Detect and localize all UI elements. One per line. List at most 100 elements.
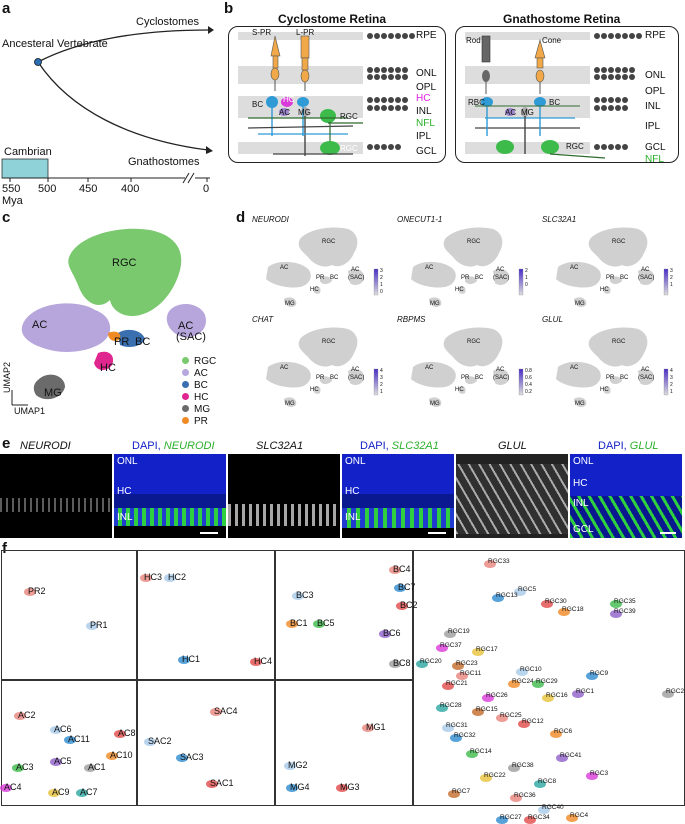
panel-label-b: b xyxy=(224,0,234,17)
cluster-label-ac: AC7 xyxy=(80,787,98,797)
cluster-label-ac: AC6 xyxy=(54,724,72,734)
mini-label-hc: HC xyxy=(455,287,464,293)
cluster-legend: RGC AC BC HC MG PR xyxy=(182,356,216,428)
cambrian-period-box xyxy=(1,158,49,179)
cluster-blob xyxy=(516,668,528,676)
hc-label-3: HC xyxy=(573,478,588,489)
cluster-blob xyxy=(480,774,492,782)
mini-label-ac: AC xyxy=(280,365,289,371)
legend-label: HC xyxy=(194,392,209,403)
title-dapi-neurod1: DAPI, NEURODI xyxy=(132,440,215,452)
cluster-label-rgc: RGC18 xyxy=(562,606,584,613)
gene-name: NEURODI xyxy=(252,215,289,224)
cluster-label-rgc: RGC25 xyxy=(500,712,522,719)
cluster-label-rgc: RGC39 xyxy=(614,608,636,615)
cluster-label-rgc: RGC31 xyxy=(446,722,468,729)
scale-tick: 2 xyxy=(525,268,528,274)
cluster-blob xyxy=(106,752,118,760)
cluster-blob xyxy=(313,620,325,628)
scale-tick: 3 xyxy=(380,268,383,274)
gnatho-layer-nfl: NFL xyxy=(645,154,664,165)
gnatho-ac-label: AC xyxy=(505,108,517,117)
cluster-blob xyxy=(532,680,544,688)
cluster-blob xyxy=(140,574,152,582)
inl-label-1: INL xyxy=(117,512,133,523)
title-glul: GLUL xyxy=(498,440,527,452)
fish-dapi-slc32a1: ONL HC INL xyxy=(342,454,454,538)
cluster-blob xyxy=(389,566,401,574)
cluster-blob xyxy=(362,724,374,732)
cluster-label-ac: AC10 xyxy=(110,750,133,760)
fish-neurod1 xyxy=(0,454,112,538)
rbc-label: RBC xyxy=(468,98,485,107)
gnatho-layer-inl: INL xyxy=(645,101,661,112)
mini-label-ac: AC xyxy=(425,265,434,271)
gnatho-layer-gcl: GCL xyxy=(645,142,666,153)
cluster-blob xyxy=(442,682,454,690)
gene-name: SLC32A1 xyxy=(542,215,577,224)
panel-label-c: c xyxy=(2,209,11,226)
hc-label-2: HC xyxy=(345,486,360,497)
cluster-blob xyxy=(452,662,464,670)
mini-label-pr: PR xyxy=(461,275,470,281)
mini-label-acsac1: AC xyxy=(351,367,360,373)
gene-name: ONECUT1-1 xyxy=(397,215,443,224)
mini-umap xyxy=(556,327,669,407)
mini-label-mg: MG xyxy=(285,401,295,407)
legend-label: PR xyxy=(194,416,208,427)
panel-label-e: e xyxy=(2,435,11,452)
cluster-label-bc: BC5 xyxy=(317,618,335,628)
cluster-blob xyxy=(436,704,448,712)
cluster-blob xyxy=(114,730,126,738)
cyclostome-retina-schematic xyxy=(238,32,415,156)
cluster-blob xyxy=(48,789,60,797)
cluster-blob xyxy=(662,690,674,698)
cluster-blob xyxy=(389,660,401,668)
cluster-blob xyxy=(24,588,36,596)
cluster-label-rgc: RGC4 xyxy=(570,812,589,819)
scale-bar xyxy=(200,532,218,534)
cluster-label-ac: AC1 xyxy=(88,762,106,772)
cluster-label-rgc: RGC38 xyxy=(512,762,534,769)
scale-tick: 2 xyxy=(380,382,383,388)
feature-plot-3: CHAT RGC AC PR BC HC MG AC (SAC) 4 3 2 1 xyxy=(250,315,390,413)
onl-label-2: ONL xyxy=(345,456,366,467)
cluster-blob xyxy=(510,794,522,802)
mini-label-ac: AC xyxy=(570,265,579,271)
cluster-label-rgc: RGC21 xyxy=(446,680,468,687)
cluster-blob xyxy=(286,784,298,792)
cyclo-rgc-label-1: RGC xyxy=(340,112,358,121)
cluster-label-rgc: RGC2 xyxy=(666,688,685,695)
mini-label-bc: BC xyxy=(330,275,339,281)
cluster-label-rgc: RGC8 xyxy=(538,778,557,785)
gnatho-layer-ipl: IPL xyxy=(645,121,661,132)
onl-label-3: ONL xyxy=(573,456,594,467)
mini-umap xyxy=(266,327,379,407)
cluster-label-rgc: RGC32 xyxy=(454,732,476,739)
cluster-blob xyxy=(284,762,296,770)
cluster-label-mg: MG3 xyxy=(340,782,360,792)
cluster-blob xyxy=(518,720,530,728)
cluster-blob xyxy=(84,764,96,772)
mini-label-acsac1: AC xyxy=(351,267,360,273)
cluster-label-bc: BC6 xyxy=(383,628,401,638)
scale-tick: 4 xyxy=(380,368,383,374)
mini-label-acsac2: (SAC) xyxy=(348,275,365,281)
cluster-label-rgc: RGC28 xyxy=(440,702,462,709)
gnatho-mg-label: MG xyxy=(521,108,534,117)
gnatho-layer-opl: OPL xyxy=(645,86,666,97)
cluster-blob xyxy=(558,608,570,616)
mini-label-bc: BC xyxy=(620,375,629,381)
cluster-label-rgc: RGC27 xyxy=(500,814,522,821)
cluster-label-rgc: RGC6 xyxy=(554,728,573,735)
mini-label-pr: PR xyxy=(606,375,615,381)
scale-tick: 0.8 xyxy=(525,368,532,374)
mini-label-mg: MG xyxy=(575,401,585,407)
cluster-rgc: RGC xyxy=(112,257,137,269)
mini-label-acsac2: (SAC) xyxy=(348,375,365,381)
cluster-blob xyxy=(50,758,62,766)
cluster-blob xyxy=(379,630,391,638)
fish-slc32a1 xyxy=(228,454,340,538)
mini-label-hc: HC xyxy=(600,287,609,293)
spr-label: S-PR xyxy=(252,28,272,37)
